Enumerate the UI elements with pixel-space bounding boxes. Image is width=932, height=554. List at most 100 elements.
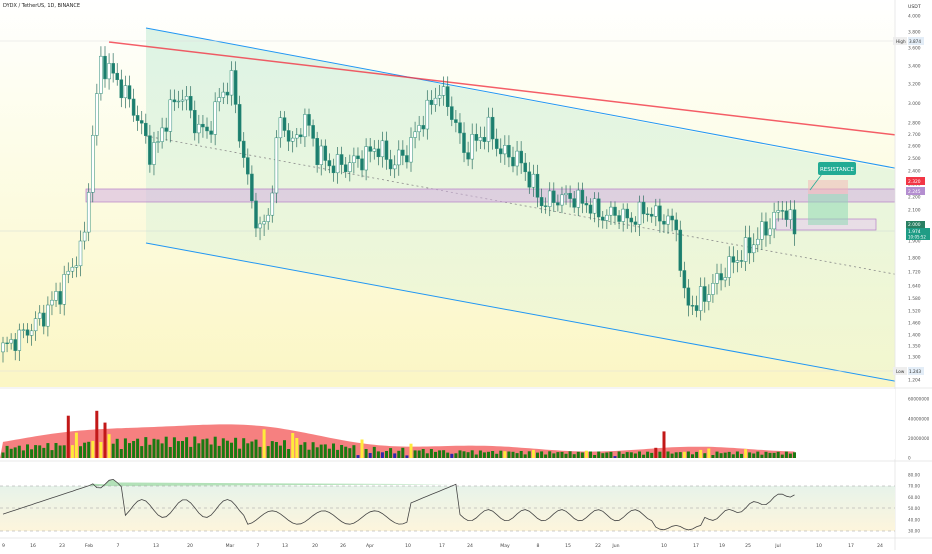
candle[interactable] xyxy=(241,132,246,168)
candle[interactable] xyxy=(388,149,393,176)
candle[interactable] xyxy=(629,212,634,233)
candle[interactable] xyxy=(54,282,58,307)
channel-upper-line[interactable] xyxy=(145,27,906,171)
candle[interactable] xyxy=(499,138,503,163)
volume-bars[interactable] xyxy=(1,410,797,458)
candle[interactable] xyxy=(772,202,776,239)
candle[interactable] xyxy=(466,141,470,166)
candle[interactable] xyxy=(270,185,275,223)
resistance-trendline[interactable] xyxy=(108,41,906,137)
candle[interactable] xyxy=(605,209,609,229)
candle[interactable] xyxy=(401,140,405,166)
candle[interactable] xyxy=(352,147,356,174)
candle[interactable] xyxy=(33,311,38,341)
candle[interactable] xyxy=(144,113,148,144)
candle[interactable] xyxy=(343,157,348,178)
candle[interactable] xyxy=(601,211,605,229)
candle[interactable] xyxy=(229,61,234,106)
candle[interactable] xyxy=(356,147,360,168)
candle[interactable] xyxy=(413,121,417,149)
candle[interactable] xyxy=(339,146,344,175)
candle[interactable] xyxy=(445,76,450,116)
candle[interactable] xyxy=(217,88,221,112)
candle[interactable] xyxy=(225,82,230,105)
candle[interactable] xyxy=(478,126,483,149)
candle[interactable] xyxy=(233,61,238,114)
candle[interactable] xyxy=(95,83,99,146)
candle[interactable] xyxy=(633,216,638,233)
candle[interactable] xyxy=(609,201,613,225)
candle[interactable] xyxy=(299,128,303,144)
candle[interactable] xyxy=(654,198,658,227)
candle[interactable] xyxy=(184,86,189,111)
candle[interactable] xyxy=(735,250,740,273)
candle[interactable] xyxy=(539,188,544,214)
candle[interactable] xyxy=(698,277,703,321)
candle[interactable] xyxy=(592,192,597,223)
candle[interactable] xyxy=(335,147,340,184)
candle[interactable] xyxy=(792,200,797,246)
candle[interactable] xyxy=(625,203,629,229)
rsi-line[interactable] xyxy=(2,478,795,531)
candle[interactable] xyxy=(649,207,654,223)
candle[interactable] xyxy=(458,113,462,144)
position-profit-box[interactable] xyxy=(808,194,848,225)
candle[interactable] xyxy=(686,279,691,317)
candle[interactable] xyxy=(13,333,17,361)
candle[interactable] xyxy=(768,218,772,245)
candle[interactable] xyxy=(160,117,164,149)
candle[interactable] xyxy=(17,323,22,361)
candle[interactable] xyxy=(315,131,319,173)
resistance-zone[interactable] xyxy=(85,188,896,203)
candle[interactable] xyxy=(205,117,209,139)
candle[interactable] xyxy=(621,203,625,232)
candle[interactable] xyxy=(197,114,201,144)
candle[interactable] xyxy=(5,336,9,353)
candle[interactable] xyxy=(266,208,270,230)
candle[interactable] xyxy=(91,125,95,203)
candle[interactable] xyxy=(564,185,568,205)
candle[interactable] xyxy=(274,130,279,204)
candle[interactable] xyxy=(739,250,744,268)
candle[interactable] xyxy=(543,197,548,214)
candle[interactable] xyxy=(46,296,50,337)
candle[interactable] xyxy=(115,63,119,86)
candle[interactable] xyxy=(70,258,75,278)
candle[interactable] xyxy=(380,131,385,168)
candle[interactable] xyxy=(50,291,54,316)
candle[interactable] xyxy=(556,194,560,212)
candle[interactable] xyxy=(523,153,527,181)
candle[interactable] xyxy=(584,196,589,213)
candle[interactable] xyxy=(290,131,295,153)
candle[interactable] xyxy=(86,183,91,242)
resistance-annotation[interactable]: RESISTANCE xyxy=(818,162,856,175)
candle[interactable] xyxy=(176,90,181,109)
candle[interactable] xyxy=(180,89,185,111)
candle[interactable] xyxy=(201,115,205,138)
candle[interactable] xyxy=(727,246,731,286)
candle[interactable] xyxy=(690,295,695,315)
candle[interactable] xyxy=(1,336,5,363)
candle[interactable] xyxy=(429,90,434,115)
candle[interactable] xyxy=(246,148,250,185)
candle[interactable] xyxy=(776,201,780,222)
candle[interactable] xyxy=(580,182,585,214)
candle[interactable] xyxy=(29,323,34,346)
candle[interactable] xyxy=(547,182,552,217)
candle[interactable] xyxy=(617,210,621,229)
candle[interactable] xyxy=(637,195,642,236)
candle[interactable] xyxy=(670,208,674,232)
candle[interactable] xyxy=(641,195,646,224)
candle[interactable] xyxy=(331,158,336,182)
candle[interactable] xyxy=(99,46,103,101)
candle[interactable] xyxy=(437,85,442,107)
candle[interactable] xyxy=(417,116,421,141)
candle[interactable] xyxy=(596,192,601,228)
candle[interactable] xyxy=(576,182,581,216)
candle[interactable] xyxy=(482,126,487,150)
candle[interactable] xyxy=(662,214,666,233)
candle[interactable] xyxy=(707,284,711,311)
candle[interactable] xyxy=(66,262,71,284)
candle[interactable] xyxy=(751,233,756,263)
